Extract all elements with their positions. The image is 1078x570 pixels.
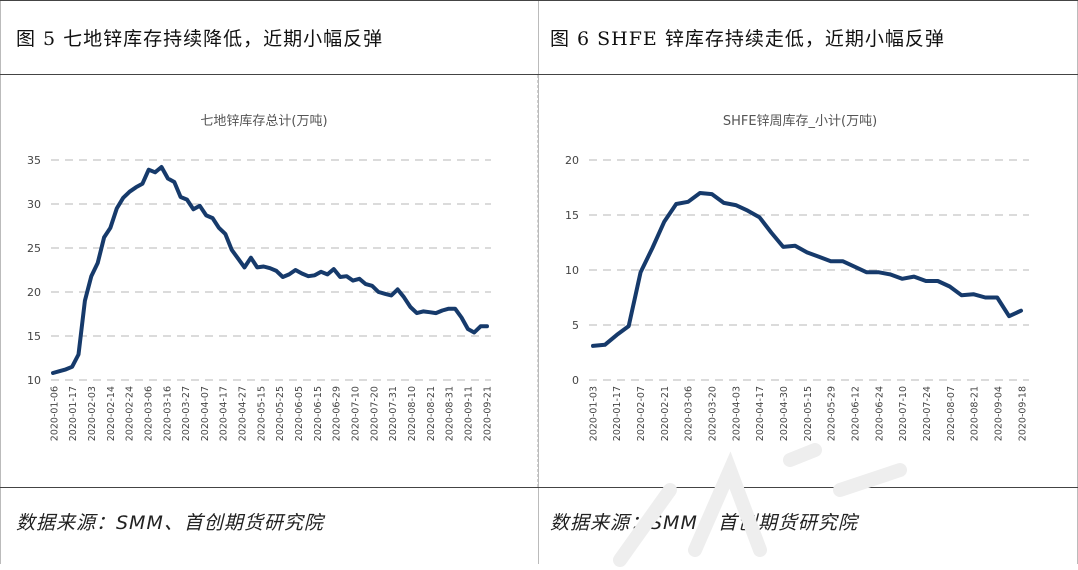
x-tick-label: 2020-03-20 [707,386,718,441]
x-tick-label: 2020-06-15 [313,386,324,441]
x-tick-label: 2020-04-07 [200,386,211,441]
x-tick-label: 2020-07-20 [369,386,380,441]
chart-title: 七地锌库存总计(万吨) [200,113,327,129]
x-tick-label: 2020-07-10 [898,386,909,441]
x-tick-label: 2020-05-25 [275,386,286,441]
y-tick-label: 5 [572,319,579,332]
x-tick-label: 2020-03-06 [684,386,695,441]
y-tick-label: 25 [27,242,41,255]
x-tick-label: 2020-04-17 [755,386,766,441]
x-tick-label: 2020-08-21 [970,386,981,441]
y-tick-label: 15 [27,330,41,343]
x-tick-label: 2020-02-21 [660,386,671,441]
source-rule [0,487,1078,488]
x-tick-label: 2020-08-31 [445,386,456,441]
chart-1-svg: 七地锌库存总计(万吨) 10 15 20 25 30 35 2020-01-06 2020-01… [27,113,493,441]
title-rule [0,74,1078,75]
x-tick-label: 2020-06-12 [850,386,861,441]
chart-1-box: 七地锌库存总计(万吨) 10 15 20 25 30 35 2020-01-06 2020-01… [0,75,538,487]
y-tick-label: 20 [27,286,41,299]
x-tick-label: 2020-03-16 [162,386,173,441]
figure-5-panel: 图 5 七地锌库存持续降低，近期小幅反弹 七地锌库存总计(万吨) 10 15 20 25… [0,0,538,564]
figure-5-title: 图 5 七地锌库存持续降低，近期小幅反弹 [16,28,384,50]
left-border [0,0,1,564]
series-line [51,165,489,375]
x-tick-label: 2020-07-31 [388,386,399,441]
x-tick-label: 2020-04-30 [779,386,790,441]
x-tick-label: 2020-08-10 [407,386,418,441]
chart-2-box: SHFE锌周库存_小计(万吨) 0 5 10 15 20 2020-01-03 2020-01… [538,75,1078,487]
chart-title: SHFE锌周库存_小计(万吨) [723,113,877,129]
x-tick-label: 2020-05-15 [803,386,814,441]
center-divider [538,0,539,564]
watermark-logo [613,443,907,567]
x-tick-label: 2020-05-29 [827,386,838,441]
x-tick-label: 2020-09-18 [1017,386,1028,441]
x-tick-label: 2020-07-10 [351,386,362,441]
series-line [591,191,1023,348]
x-tick-label: 2020-09-04 [993,386,1004,441]
x-tick-label: 2020-03-27 [181,386,192,441]
y-tick-label: 30 [27,198,41,211]
x-tick-label: 2020-01-17 [612,386,623,441]
x-tick-label: 2020-06-05 [294,386,305,441]
top-rule [0,0,1078,1]
x-tick-label: 2020-09-11 [463,386,474,441]
y-tick-label: 0 [572,374,579,387]
x-tick-label: 2020-04-17 [219,386,230,441]
x-tick-label: 2020-06-24 [874,386,885,441]
x-tick-label: 2020-04-27 [238,386,249,441]
chart-2-svg: SHFE锌周库存_小计(万吨) 0 5 10 15 20 2020-01-03 2020-01… [565,113,1029,441]
x-tick-label: 2020-04-03 [731,386,742,441]
x-tick-label: 2020-05-15 [256,386,267,441]
x-tick-label: 2020-08-21 [426,386,437,441]
x-tick-label: 2020-02-24 [125,386,136,441]
x-tick-label: 2020-01-17 [68,386,79,441]
y-tick-label: 10 [565,264,579,277]
x-tick-label: 2020-07-24 [922,386,933,441]
y-tick-label: 20 [565,154,579,167]
x-tick-label: 2020-01-03 [588,386,599,441]
y-tick-label: 35 [27,154,41,167]
x-tick-label: 2020-01-06 [49,386,60,441]
x-tick-label: 2020-03-06 [143,386,154,441]
x-tick-label: 2020-06-29 [332,386,343,441]
x-tick-label: 2020-08-07 [946,386,957,441]
x-tick-label: 2020-02-14 [106,386,117,441]
figure-5-source: 数据来源：SMM、首创期货研究院 [16,512,324,534]
y-tick-label: 10 [27,374,41,387]
y-tick-label: 15 [565,209,579,222]
x-tick-label: 2020-02-07 [636,386,647,441]
x-tick-label: 2020-02-03 [87,386,98,441]
figure-6-title: 图 6 SHFE 锌库存持续走低，近期小幅反弹 [550,28,945,50]
x-tick-label: 2020-09-21 [482,386,493,441]
